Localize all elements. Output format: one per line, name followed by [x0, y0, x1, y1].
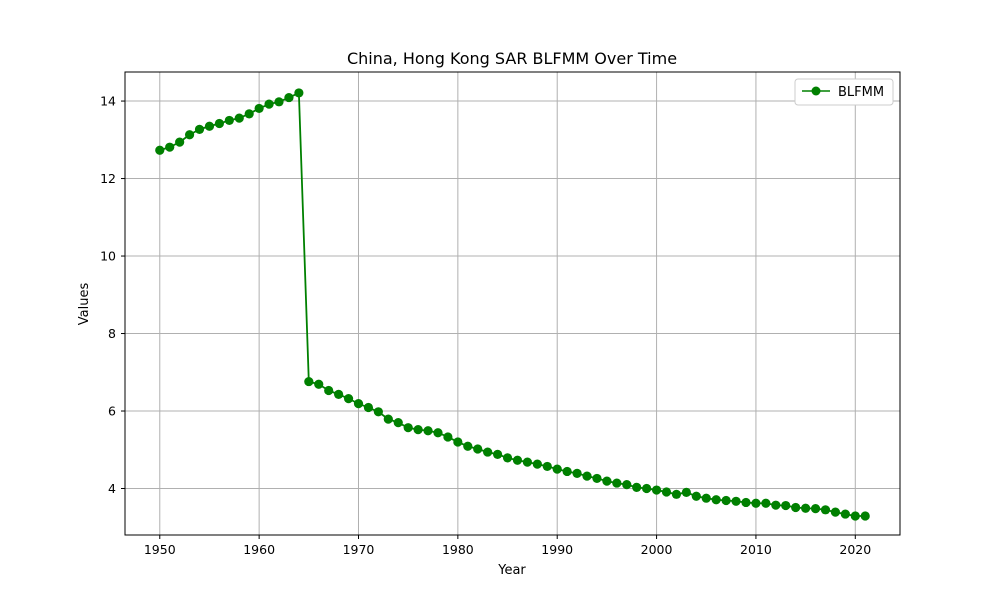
data-point: [791, 502, 801, 513]
chart-title: China, Hong Kong SAR BLFMM Over Time: [347, 49, 677, 68]
y-tick-label: 8: [108, 326, 116, 341]
data-point: [572, 468, 582, 478]
data-point: [463, 441, 473, 451]
y-tick-label: 12: [100, 171, 116, 186]
data-point: [403, 423, 413, 433]
x-tick-label: 1950: [144, 542, 176, 557]
data-point: [175, 137, 185, 147]
data-point: [711, 495, 721, 505]
data-point: [274, 97, 284, 107]
series-layer: [155, 88, 870, 521]
data-point: [473, 444, 483, 454]
data-point: [721, 495, 731, 506]
data-point: [731, 496, 741, 506]
legend-marker-sample: [811, 86, 821, 96]
grid: [125, 72, 900, 535]
data-point: [194, 124, 205, 134]
data-point: [632, 482, 642, 492]
data-point: [612, 478, 622, 488]
data-point: [681, 487, 691, 497]
data-point: [850, 511, 860, 521]
legend-entry-blfmm: BLFMM: [838, 85, 884, 100]
data-point: [264, 99, 274, 109]
data-point: [443, 432, 453, 442]
x-tick-label: 1960: [243, 542, 275, 557]
data-point: [224, 115, 234, 126]
data-point: [363, 402, 374, 413]
y-tick-label: 4: [108, 481, 116, 496]
data-point: [214, 118, 224, 129]
data-point: [840, 509, 850, 519]
data-point: [771, 500, 781, 510]
data-point: [671, 489, 682, 499]
data-point: [642, 483, 652, 494]
data-point: [801, 503, 811, 513]
x-tick-label: 1980: [442, 542, 474, 557]
data-point: [393, 418, 403, 428]
data-point: [483, 447, 493, 457]
data-point: [294, 88, 304, 98]
data-point: [383, 414, 393, 424]
data-point: [254, 103, 264, 114]
data-point: [184, 130, 195, 140]
data-point: [413, 425, 423, 435]
data-point: [820, 505, 831, 515]
data-point: [860, 511, 870, 521]
x-tick-label: 2000: [641, 542, 673, 557]
axis-ticks: 1950 1960 1970 1980 1990 2000 2010 2020 4 6 8 10 12 1…: [100, 94, 871, 557]
data-point: [552, 464, 562, 474]
data-point: [502, 453, 513, 463]
data-point: [324, 385, 334, 396]
data-point: [522, 457, 533, 467]
legend-box: [794, 78, 894, 106]
data-point: [622, 480, 632, 490]
data-point: [155, 145, 165, 155]
data-point: [582, 471, 592, 481]
data-point: [761, 498, 771, 508]
data-point: [741, 497, 751, 508]
data-point: [542, 461, 552, 472]
data-point: [701, 493, 711, 503]
data-point: [453, 437, 463, 447]
legend: BLFMM: [794, 78, 894, 106]
y-tick-label: 10: [100, 249, 116, 264]
data-point: [314, 379, 324, 389]
plot-frame: [124, 71, 901, 536]
data-point: [592, 473, 602, 484]
y-axis-label: Values: [77, 283, 92, 326]
data-point: [165, 142, 175, 152]
data-point: [691, 491, 701, 501]
data-point: [562, 466, 572, 477]
data-point: [512, 455, 523, 465]
data-point: [830, 507, 841, 517]
data-point: [304, 376, 314, 387]
x-tick-label: 1990: [541, 542, 573, 557]
data-point: [423, 426, 433, 436]
data-point: [244, 109, 254, 119]
x-axis-label: Year: [497, 563, 526, 578]
data-point: [602, 476, 612, 486]
data-point: [751, 498, 761, 508]
data-point: [661, 487, 672, 497]
y-tick-label: 6: [108, 404, 116, 419]
data-point: [204, 121, 215, 131]
data-point: [343, 394, 354, 404]
data-point: [284, 92, 294, 103]
data-point: [433, 428, 443, 438]
data-point: [492, 449, 503, 460]
data-point: [353, 399, 364, 409]
x-tick-label: 2010: [740, 542, 772, 557]
data-point: [810, 504, 821, 514]
data-point: [651, 485, 662, 495]
data-point: [373, 407, 383, 417]
data-point: [234, 113, 244, 123]
x-tick-label: 2020: [839, 542, 871, 557]
y-tick-label: 14: [100, 94, 116, 109]
data-point: [532, 459, 542, 469]
data-point: [781, 500, 791, 511]
x-tick-label: 1970: [343, 542, 375, 557]
data-point: [334, 389, 344, 399]
